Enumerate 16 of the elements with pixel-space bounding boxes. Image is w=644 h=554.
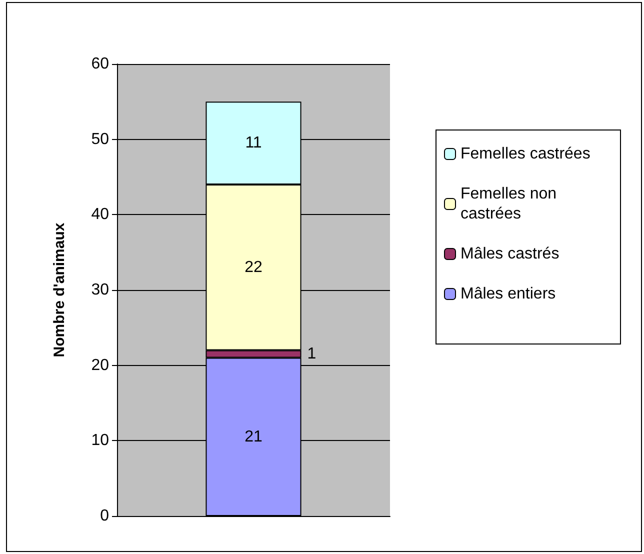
- y-axis-title: Nombre d'animaux: [51, 222, 68, 358]
- data-label: 1: [307, 346, 316, 363]
- y-tick-label: 50: [91, 130, 110, 148]
- y-tick-label: 20: [91, 356, 110, 374]
- legend-label: Mâles castrés: [460, 246, 560, 262]
- y-tick-label: 30: [91, 282, 110, 298]
- legend-label: Femelles non castrées: [460, 186, 561, 222]
- y-tick-label: 60: [91, 56, 110, 72]
- y-tick-label: 0: [100, 508, 110, 524]
- y-tick-label: 10: [91, 432, 110, 450]
- legend-label: Mâles entiers: [460, 286, 556, 302]
- y-tick-label: 40: [91, 206, 110, 224]
- data-label: 11: [245, 134, 262, 152]
- legend-label: Femelles castrées: [460, 146, 590, 162]
- data-label: 22: [244, 258, 262, 276]
- data-label: 21: [244, 428, 262, 446]
